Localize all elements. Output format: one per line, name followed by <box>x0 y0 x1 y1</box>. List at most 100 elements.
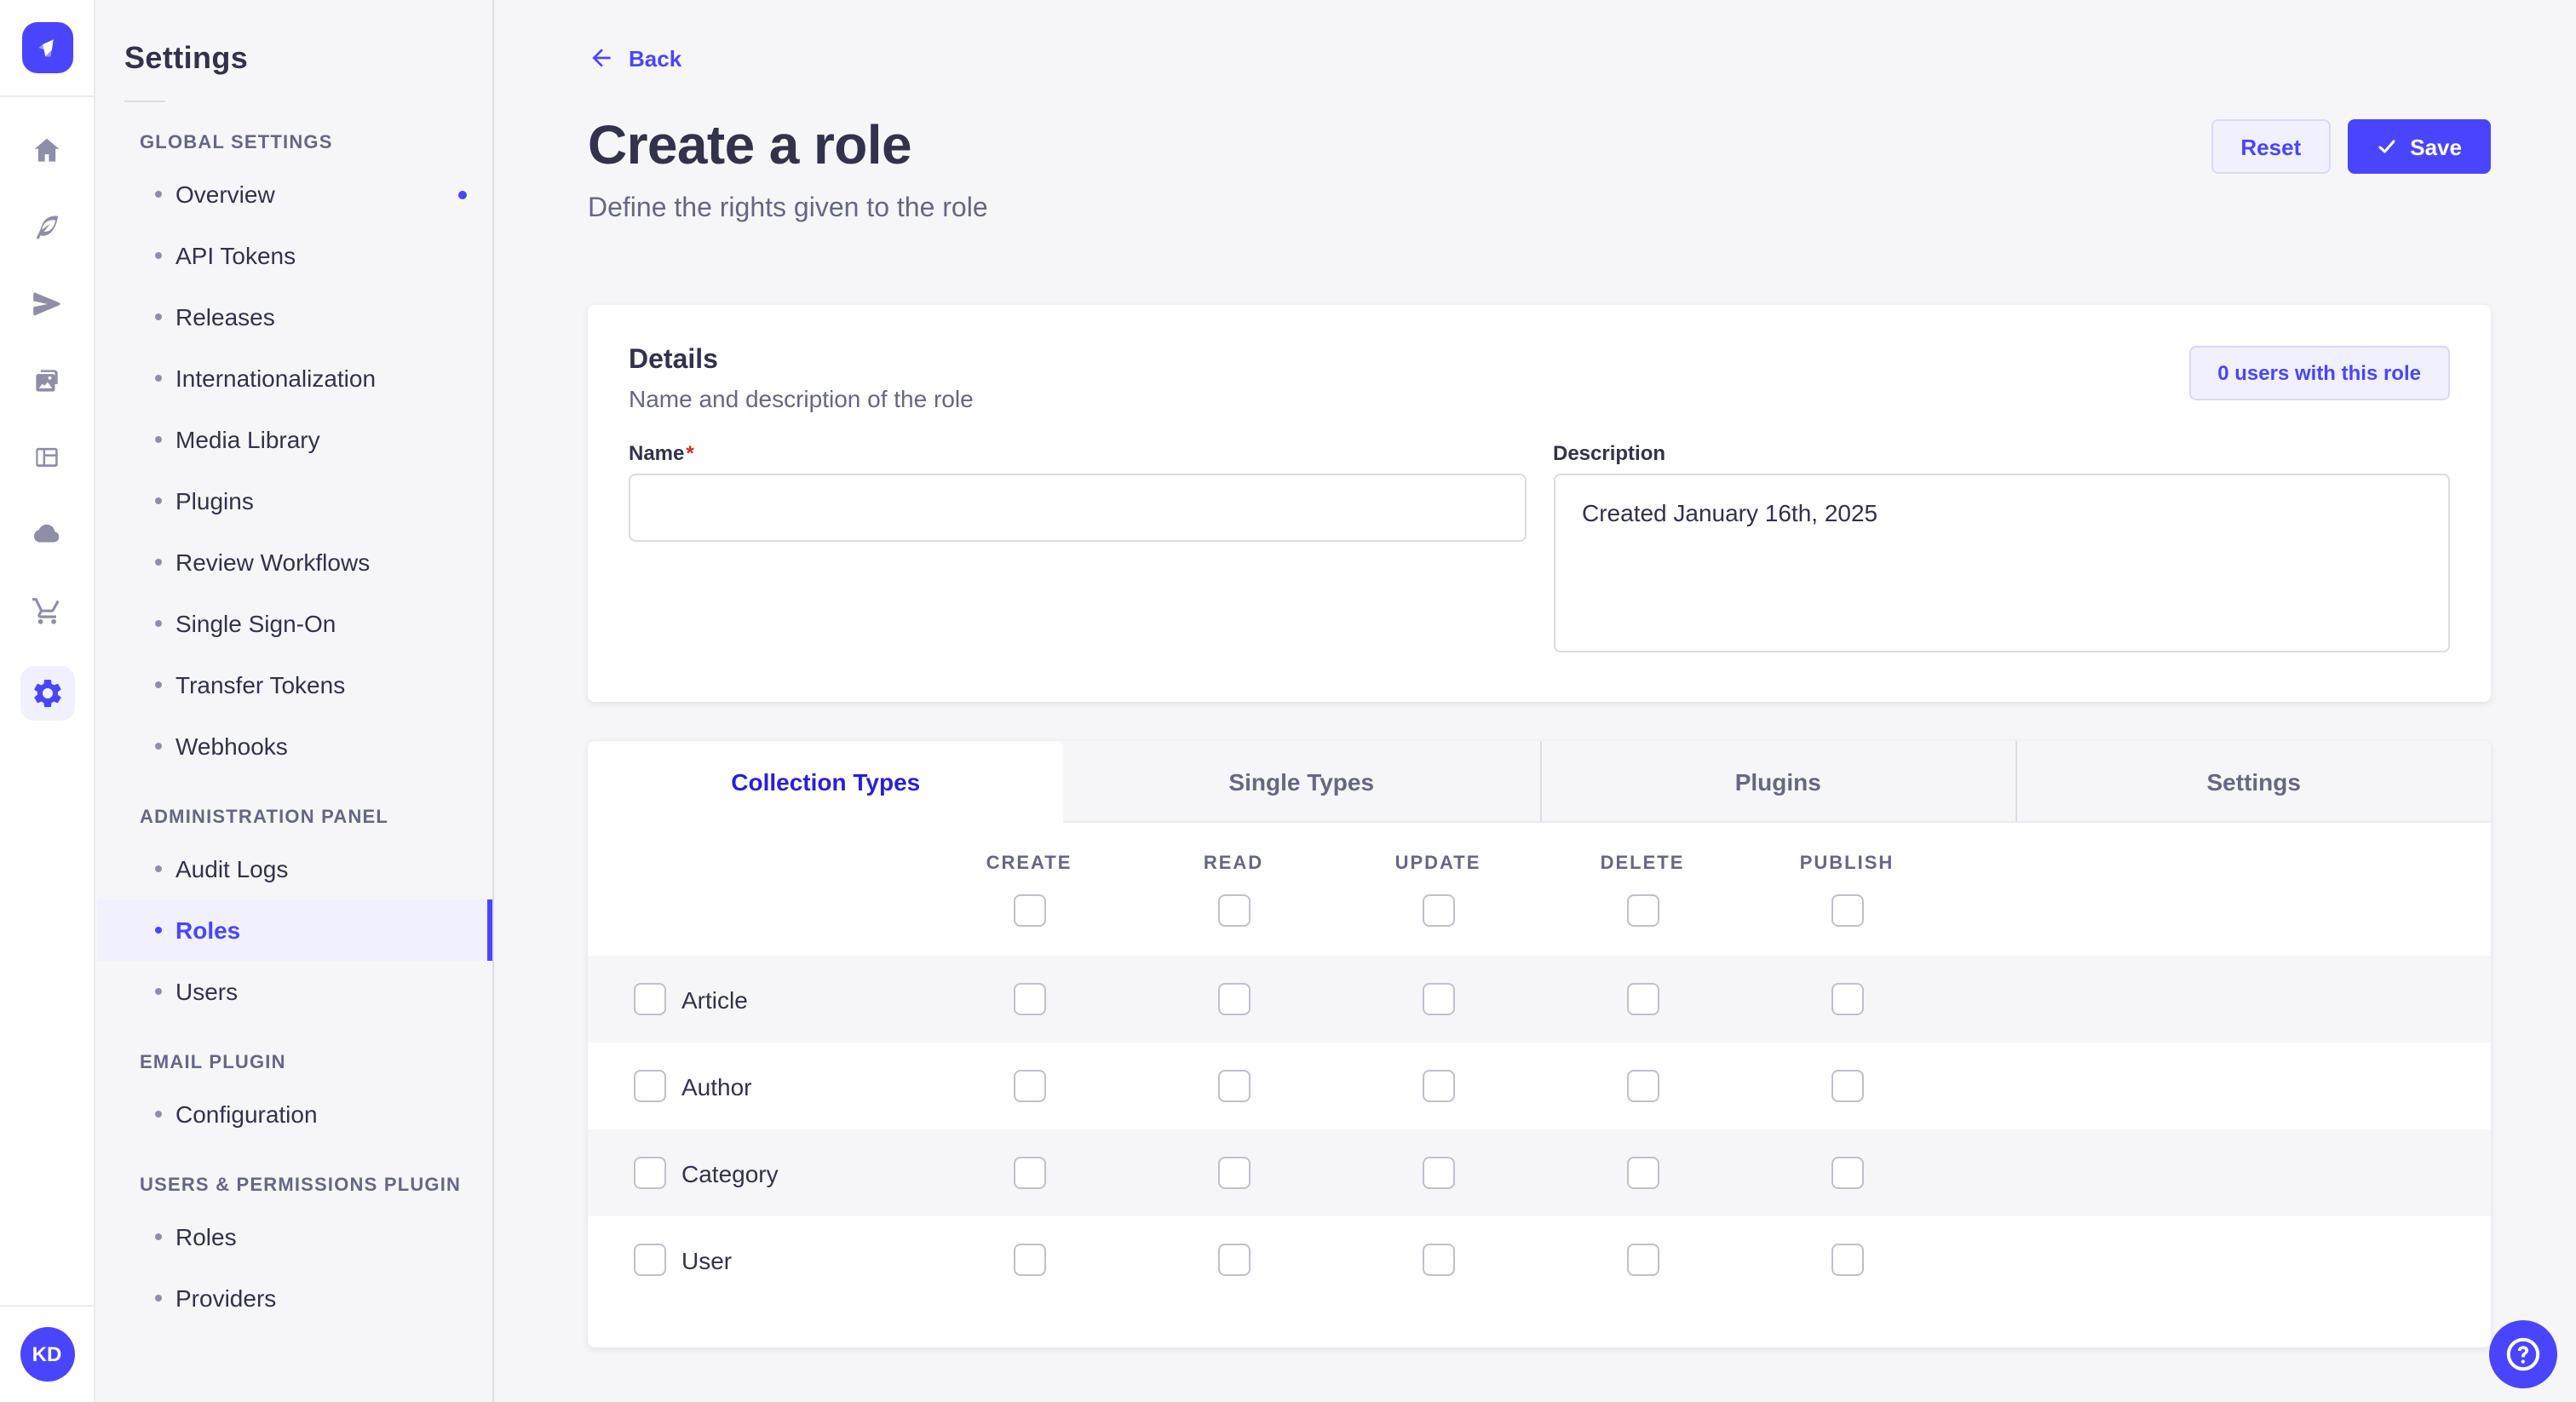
article-read-checkbox[interactable] <box>1217 983 1250 1015</box>
help-button[interactable] <box>2489 1320 2557 1388</box>
row-select-author-checkbox[interactable] <box>634 1070 666 1102</box>
sidebar-item-single-sign-on[interactable]: Single Sign-On <box>97 593 492 654</box>
select-all-create-checkbox[interactable] <box>1013 894 1045 927</box>
sidebar-item-label: Media Library <box>175 426 320 453</box>
rail-icon-list <box>20 129 74 721</box>
article-delete-checkbox[interactable] <box>1626 983 1659 1015</box>
article-publish-checkbox[interactable] <box>1831 983 1863 1015</box>
author-create-checkbox[interactable] <box>1013 1070 1045 1102</box>
select-all-publish-checkbox[interactable] <box>1831 894 1863 927</box>
column-headers-row: CREATE READ UPDATE DELETE PUBLISH <box>588 823 2491 874</box>
required-asterisk: * <box>686 441 694 465</box>
question-circle-icon <box>2506 1337 2540 1371</box>
sidebar-item-providers[interactable]: Providers <box>97 1267 492 1329</box>
strapi-logo[interactable] <box>21 22 72 73</box>
sidebar-item-releases[interactable]: Releases <box>97 286 492 348</box>
author-delete-checkbox[interactable] <box>1626 1070 1659 1102</box>
bullet-icon <box>155 681 162 688</box>
content-type-builder-layout-icon[interactable] <box>26 436 67 477</box>
tab-settings[interactable]: Settings <box>2015 741 2491 823</box>
row-label: Author <box>681 1072 752 1100</box>
sidebar-item-roles[interactable]: Roles <box>97 899 492 961</box>
tab-single-types[interactable]: Single Types <box>1063 741 1539 823</box>
reset-button[interactable]: Reset <box>2211 119 2331 174</box>
user-avatar[interactable]: KD <box>20 1327 74 1382</box>
settings-gear-icon[interactable] <box>20 666 74 721</box>
users-with-role-button[interactable]: 0 users with this role <box>2188 346 2450 400</box>
select-all-delete-checkbox[interactable] <box>1626 894 1659 927</box>
user-read-checkbox[interactable] <box>1217 1244 1250 1276</box>
sidebar-item-label: Single Sign-On <box>175 610 336 637</box>
sidebar-item-plugins[interactable]: Plugins <box>97 470 492 531</box>
page-subtitle: Define the rights given to the role <box>588 194 988 223</box>
marketplace-cart-icon[interactable] <box>26 589 67 630</box>
row-label: Article <box>681 985 748 1013</box>
releases-paper-plane-icon[interactable] <box>26 283 67 324</box>
permissions-tabs: Collection Types Single Types Plugins Setti… <box>588 741 2491 823</box>
sidebar-title-divider <box>124 101 165 102</box>
category-update-checkbox[interactable] <box>1422 1157 1454 1189</box>
select-all-read-checkbox[interactable] <box>1217 894 1250 927</box>
save-button[interactable]: Save <box>2347 119 2491 174</box>
sidebar-item-transfer-tokens[interactable]: Transfer Tokens <box>97 654 492 715</box>
tab-collection-types[interactable]: Collection Types <box>588 741 1064 823</box>
sidebar-item-roles[interactable]: Roles <box>97 1206 492 1267</box>
sidebar-item-overview[interactable]: Overview <box>97 164 492 225</box>
bullet-icon <box>155 252 162 259</box>
select-all-update-checkbox[interactable] <box>1422 894 1454 927</box>
name-field-group: Name * <box>629 441 1526 661</box>
row-select-user-checkbox[interactable] <box>634 1244 666 1276</box>
sidebar-item-label: API Tokens <box>175 242 296 269</box>
home-icon[interactable] <box>26 129 67 170</box>
author-update-checkbox[interactable] <box>1422 1070 1454 1102</box>
sidebar-item-webhooks[interactable]: Webhooks <box>97 715 492 777</box>
user-create-checkbox[interactable] <box>1013 1244 1045 1276</box>
table-row-user: User <box>588 1216 2491 1303</box>
sidebar-item-label: Providers <box>175 1284 277 1312</box>
bullet-icon <box>155 988 162 995</box>
author-read-checkbox[interactable] <box>1217 1070 1250 1102</box>
media-library-icon[interactable] <box>26 359 67 400</box>
article-create-checkbox[interactable] <box>1013 983 1045 1015</box>
category-read-checkbox[interactable] <box>1217 1157 1250 1189</box>
sidebar-item-audit-logs[interactable]: Audit Logs <box>97 838 492 899</box>
description-textarea[interactable]: Created January 16th, 2025 <box>1553 474 2450 652</box>
sidebar-item-configuration[interactable]: Configuration <box>97 1083 492 1145</box>
sidebar-section-title: USERS & PERMISSIONS PLUGIN <box>140 1175 462 1196</box>
sidebar-item-api-tokens[interactable]: API Tokens <box>97 225 492 286</box>
sidebar-item-users[interactable]: Users <box>97 961 492 1022</box>
sidebar-item-label: Overview <box>175 181 275 208</box>
author-publish-checkbox[interactable] <box>1831 1070 1863 1102</box>
sidebar-item-media-library[interactable]: Media Library <box>97 409 492 470</box>
user-publish-checkbox[interactable] <box>1831 1244 1863 1276</box>
main-content: Back Create a role Define the rights giv… <box>496 0 2576 1402</box>
content-manager-feather-icon[interactable] <box>26 206 67 247</box>
name-input[interactable] <box>629 474 1526 542</box>
sidebar-item-review-workflows[interactable]: Review Workflows <box>97 531 492 593</box>
sidebar-section-title: GLOBAL SETTINGS <box>140 133 333 153</box>
category-publish-checkbox[interactable] <box>1831 1157 1863 1189</box>
sidebar-item-internationalization[interactable]: Internationalization <box>97 348 492 409</box>
arrow-left-icon <box>592 49 611 67</box>
details-subtitle: Name and description of the role <box>629 385 974 412</box>
check-icon <box>2378 140 2395 153</box>
back-link[interactable]: Back <box>588 44 681 72</box>
strapi-logo-icon <box>37 39 53 57</box>
bullet-icon <box>155 1233 162 1240</box>
bullet-icon <box>155 743 162 750</box>
bullet-icon <box>155 436 162 443</box>
row-select-category-checkbox[interactable] <box>634 1157 666 1189</box>
user-update-checkbox[interactable] <box>1422 1244 1454 1276</box>
notification-dot <box>458 190 467 198</box>
user-delete-checkbox[interactable] <box>1626 1244 1659 1276</box>
category-delete-checkbox[interactable] <box>1626 1157 1659 1189</box>
rail-divider <box>0 95 95 97</box>
category-create-checkbox[interactable] <box>1013 1157 1045 1189</box>
tab-plugins[interactable]: Plugins <box>1539 741 2015 823</box>
sidebar-section-list: Overview API Tokens Releases Internationali… <box>97 164 492 777</box>
permissions-table: CREATE READ UPDATE DELETE PUBLISH Article Aut… <box>588 823 2491 1347</box>
row-select-article-checkbox[interactable] <box>634 983 666 1015</box>
deploy-cloud-icon[interactable] <box>26 513 67 554</box>
bullet-icon <box>155 313 162 320</box>
article-update-checkbox[interactable] <box>1422 983 1454 1015</box>
